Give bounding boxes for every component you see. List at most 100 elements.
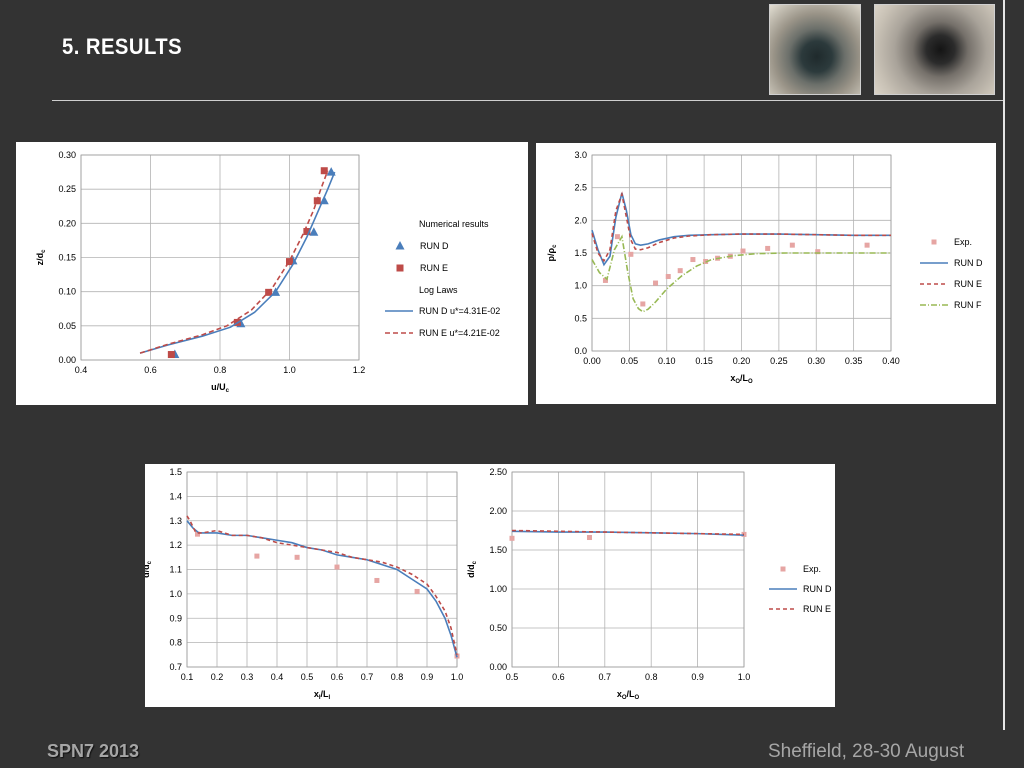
legend-exp-swatch [931, 239, 937, 245]
x-tick-label: 0.35 [845, 356, 863, 366]
series-exp-point [653, 280, 659, 286]
series-run-e-point [167, 351, 175, 359]
legend-pressure: Exp. RUN D RUN E RUN F [920, 237, 983, 310]
y-tick-label: 0.0 [574, 346, 587, 356]
y-tick-label: 1.3 [169, 516, 182, 526]
y-axis-label: d/dc [145, 560, 153, 578]
series-exp-point [254, 553, 260, 559]
y-tick-label: 0.50 [489, 623, 507, 633]
title-divider [52, 100, 1004, 101]
series-run-f-line [591, 234, 891, 313]
legend-run-d-swatch [395, 241, 405, 250]
x-axis-label: u/Uc [211, 382, 230, 394]
series-run-d-point [309, 227, 319, 236]
x-tick-label: 0.6 [144, 365, 157, 375]
series-exp-point [586, 535, 592, 541]
legend-run-e-label: RUN E [954, 279, 982, 289]
series-exp-point [690, 257, 696, 263]
y-axis-label: p/ρc [546, 244, 558, 262]
series-exp-point [374, 577, 380, 583]
y-tick-label: 2.00 [489, 506, 507, 516]
x-tick-label: 0.00 [583, 356, 601, 366]
series-exp-point [665, 274, 671, 280]
chart-depth-profiles: 0.1 0.2 0.3 0.4 0.5 0.6 0.7 0.8 0.9 1.0 0.7 0.8 0.9 1… [141, 464, 835, 707]
legend-exp-swatch [780, 566, 786, 572]
legend-exp-label: Exp. [803, 564, 821, 574]
legend-run-e-swatch [396, 264, 404, 272]
legend-exp-label: Exp. [954, 237, 972, 247]
series-exp-point [334, 564, 340, 570]
y-tick-label: 0.8 [169, 638, 182, 648]
y-tick-label: 0.15 [58, 253, 76, 263]
x-tick-label: 0.7 [599, 672, 612, 682]
manhole-photo-1 [769, 4, 861, 95]
plot-area [80, 154, 360, 361]
footer-location-date: Sheffield, 28-30 August [768, 741, 965, 762]
y-axis-label: z/dc [35, 249, 47, 266]
legend-velocity: Numerical results RUN D RUN E Log Laws RUN D… [385, 219, 500, 338]
plot-area [186, 471, 458, 668]
x-axis-label: xI/LI [314, 689, 331, 701]
x-axis-label: xO/LO [730, 373, 753, 385]
legend-run-e-u-4-21e-02-label: RUN E u*=4.21E-02 [419, 328, 500, 338]
plot-area [511, 471, 745, 668]
manhole-photo-2 [874, 4, 995, 95]
x-tick-label: 0.6 [552, 672, 565, 682]
x-tick-label: 0.15 [695, 356, 713, 366]
legend-run-e-label: RUN E [420, 263, 448, 273]
series-run-e-line [511, 529, 745, 536]
x-tick-label: 1.2 [353, 365, 366, 375]
footer-conference: SPN7 2013 [47, 741, 140, 761]
x-tick-label: 0.8 [391, 672, 404, 682]
series-exp-point [614, 234, 620, 240]
y-tick-label: 2.5 [574, 183, 587, 193]
legend-run-f-label: RUN F [954, 300, 982, 310]
y-tick-label: 1.50 [489, 545, 507, 555]
x-tick-label: 0.4 [75, 365, 88, 375]
series-exp-point [815, 249, 821, 255]
y-tick-label: 0.30 [58, 150, 76, 160]
chart-pressure-profile: 0.00 0.05 0.10 0.15 0.20 0.25 0.30 0.35 0.40 0.0 0… [536, 143, 996, 404]
series-exp-point [677, 268, 683, 274]
series-exp-point [294, 554, 300, 560]
x-tick-label: 0.8 [214, 365, 227, 375]
x-tick-label: 0.5 [506, 672, 519, 682]
chart-0: 0.4 0.6 0.8 1.0 1.2 0.00 0.05 0.10 0.15 0.20 0.25 0… [35, 150, 365, 394]
series-exp-point [414, 588, 420, 594]
y-axis-label: d/dc [466, 560, 478, 578]
y-tick-label: 0.20 [58, 218, 76, 228]
x-tick-label: 0.40 [882, 356, 900, 366]
y-tick-label: 1.2 [169, 540, 182, 550]
chart-2: 0.1 0.2 0.3 0.4 0.5 0.6 0.7 0.8 0.9 1.0 0.7 0.8 0.9 1… [141, 467, 464, 701]
series-run-d-u-4-31e-02-line [139, 171, 336, 354]
y-tick-label: 1.5 [169, 467, 182, 477]
series-exp-point [765, 245, 771, 251]
y-tick-label: 1.5 [574, 248, 587, 258]
y-tick-label: 0.7 [169, 662, 182, 672]
chart-velocity-profile: 0.4 0.6 0.8 1.0 1.2 0.00 0.05 0.10 0.15 0.20 0.25 0… [16, 142, 528, 405]
legend-header-loglaws: Log Laws [419, 285, 458, 295]
series-run-e-line [591, 191, 891, 263]
x-tick-label: 0.9 [421, 672, 434, 682]
legend-run-e-label: RUN E [803, 604, 831, 614]
slide-title: 5. RESULTS [62, 34, 183, 59]
chart-1: 0.00 0.05 0.10 0.15 0.20 0.25 0.30 0.35 0.40 0.0 0… [546, 150, 900, 385]
y-tick-label: 2.0 [574, 215, 587, 225]
x-tick-label: 0.5 [301, 672, 314, 682]
x-tick-label: 0.3 [241, 672, 254, 682]
y-tick-label: 2.50 [489, 467, 507, 477]
series-exp-point [640, 301, 646, 307]
x-tick-label: 0.4 [271, 672, 284, 682]
y-tick-label: 1.0 [574, 281, 587, 291]
x-axis-label: xO/LO [617, 689, 640, 701]
chart-pressure-profile-svg: 0.00 0.05 0.10 0.15 0.20 0.25 0.30 0.35 0.40 0.0 0… [546, 150, 983, 385]
x-tick-label: 0.6 [331, 672, 344, 682]
y-tick-label: 0.5 [574, 313, 587, 323]
y-tick-label: 1.4 [169, 491, 182, 501]
legend-header-numerical: Numerical results [419, 219, 489, 229]
x-tick-label: 1.0 [451, 672, 464, 682]
y-tick-label: 1.0 [169, 589, 182, 599]
y-tick-label: 0.00 [58, 355, 76, 365]
legend-run-d-u-4-31e-02-label: RUN D u*=4.31E-02 [419, 306, 500, 316]
legend-run-d-label: RUN D [420, 241, 449, 251]
